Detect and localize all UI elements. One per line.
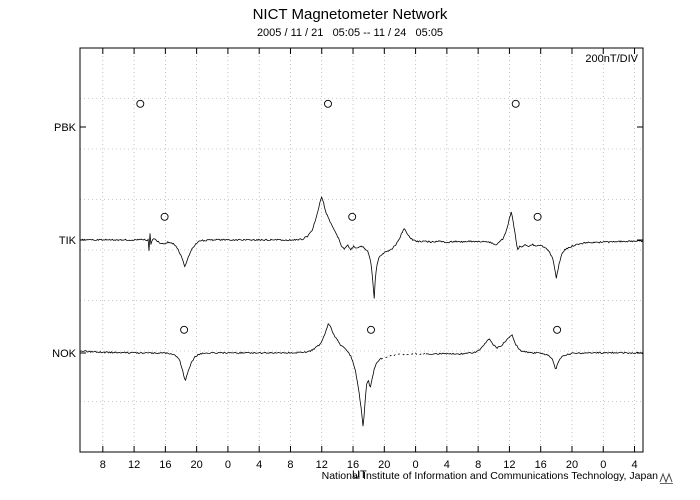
x-tick-label: 20 bbox=[566, 459, 578, 471]
trace-nok bbox=[425, 334, 644, 370]
x-axis-unit-label: UT bbox=[352, 469, 367, 481]
x-tick-label: 0 bbox=[600, 459, 606, 471]
station-label-tik: TIK bbox=[59, 235, 77, 247]
trace-tik bbox=[80, 195, 644, 299]
x-tick-label: 20 bbox=[191, 459, 203, 471]
local-noon-marker bbox=[180, 325, 189, 334]
local-noon-marker bbox=[533, 212, 542, 221]
local-noon-marker bbox=[136, 99, 145, 108]
x-tick-label: 0 bbox=[413, 459, 419, 471]
chart-subtitle: 2005 / 11 / 21 05:05 -- 11 / 24 05:05 bbox=[256, 27, 444, 39]
x-tick-label: 20 bbox=[378, 459, 390, 471]
local-noon-marker bbox=[348, 212, 357, 221]
local-noon-marker bbox=[367, 325, 375, 334]
local-noon-marker bbox=[553, 325, 562, 334]
x-tick-label: 0 bbox=[225, 459, 231, 471]
local-noon-marker bbox=[160, 212, 169, 221]
plot-frame bbox=[79, 47, 644, 453]
x-tick-label: 4 bbox=[631, 459, 637, 471]
x-tick-label: 8 bbox=[100, 459, 106, 471]
chart-title: NICT Magnetometer Network bbox=[252, 6, 448, 23]
x-tick-label: 8 bbox=[287, 459, 293, 471]
station-label-nok: NOK bbox=[52, 348, 77, 360]
local-noon-marker bbox=[324, 99, 332, 108]
trace-nok bbox=[380, 352, 427, 360]
x-tick-label: 8 bbox=[475, 459, 481, 471]
x-tick-label: 12 bbox=[503, 459, 515, 471]
x-tick-label: 12 bbox=[128, 459, 140, 471]
x-tick-label: 12 bbox=[316, 459, 328, 471]
trace-nok bbox=[80, 322, 382, 427]
x-tick-label: 16 bbox=[535, 459, 547, 471]
local-noon-marker bbox=[511, 99, 520, 108]
x-tick-label: 4 bbox=[256, 459, 262, 471]
x-tick-label: 4 bbox=[444, 459, 450, 471]
x-tick-label: 16 bbox=[347, 459, 359, 471]
nict-logo-mark bbox=[659, 472, 673, 484]
credit-text: National Institute of Information and Co… bbox=[321, 470, 658, 482]
x-tick-label: 16 bbox=[159, 459, 171, 471]
station-label-pbk: PBK bbox=[54, 122, 77, 134]
scale-label: 200nT/DIV bbox=[585, 53, 638, 65]
